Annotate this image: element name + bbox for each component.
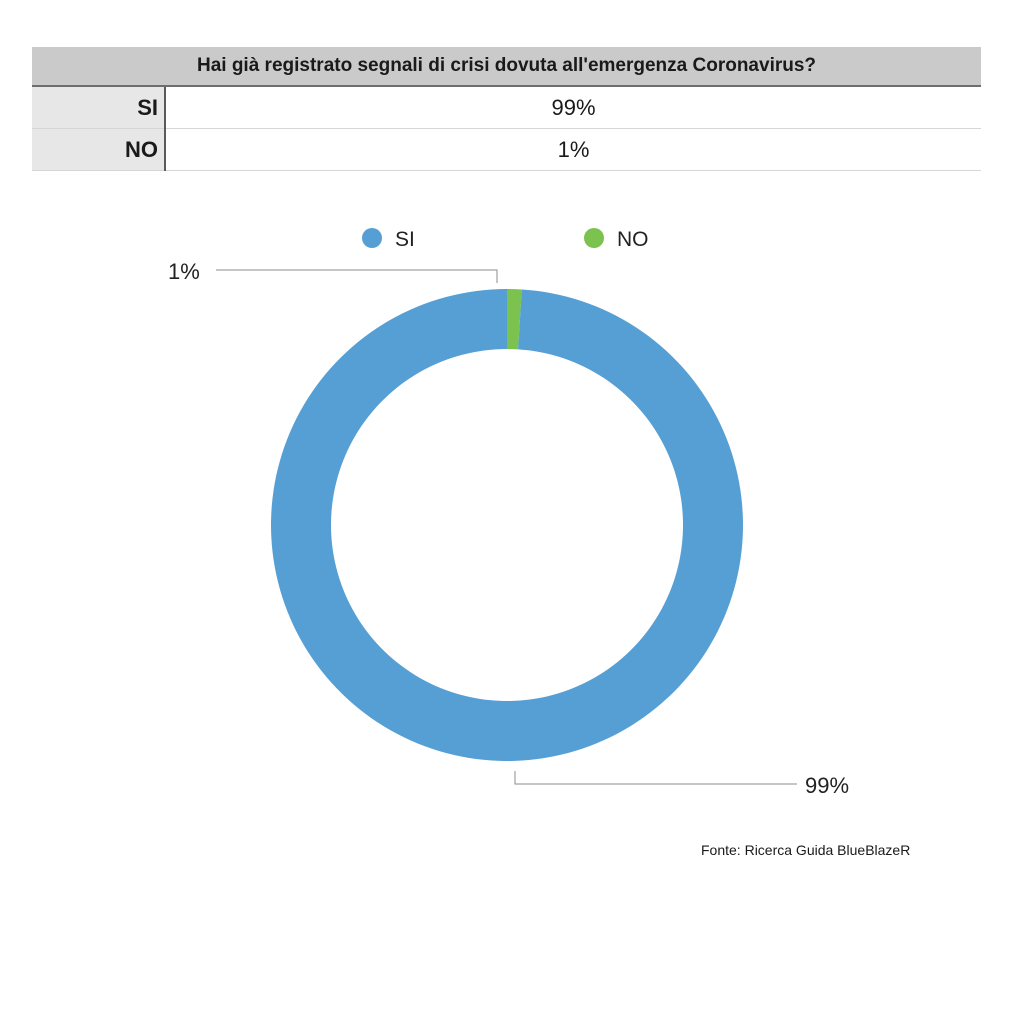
row-value-no: 1% [165,128,981,171]
table-row: NO 1% [32,128,981,171]
leader-line-no [216,269,498,283]
row-value-si: 99% [165,86,981,129]
legend-label-si: SI [395,228,415,251]
slice-no [507,289,522,350]
data-label-no: 1% [168,259,200,284]
data-label-si: 99% [805,773,849,798]
source-note: Fonte: Ricerca Guida BlueBlazeR [701,842,911,858]
question-table: Hai già registrato segnali di crisi dovu… [32,47,981,171]
legend-marker-si [362,228,382,248]
row-label-si: SI [32,86,166,129]
row-label-no: NO [32,128,166,171]
table-header-question: Hai già registrato segnali di crisi dovu… [32,47,981,87]
slice-si [270,289,743,761]
legend-marker-no [584,228,604,248]
legend-label-no: NO [617,228,649,251]
table-row: SI 99% [32,86,981,129]
leader-line-si [514,771,797,785]
